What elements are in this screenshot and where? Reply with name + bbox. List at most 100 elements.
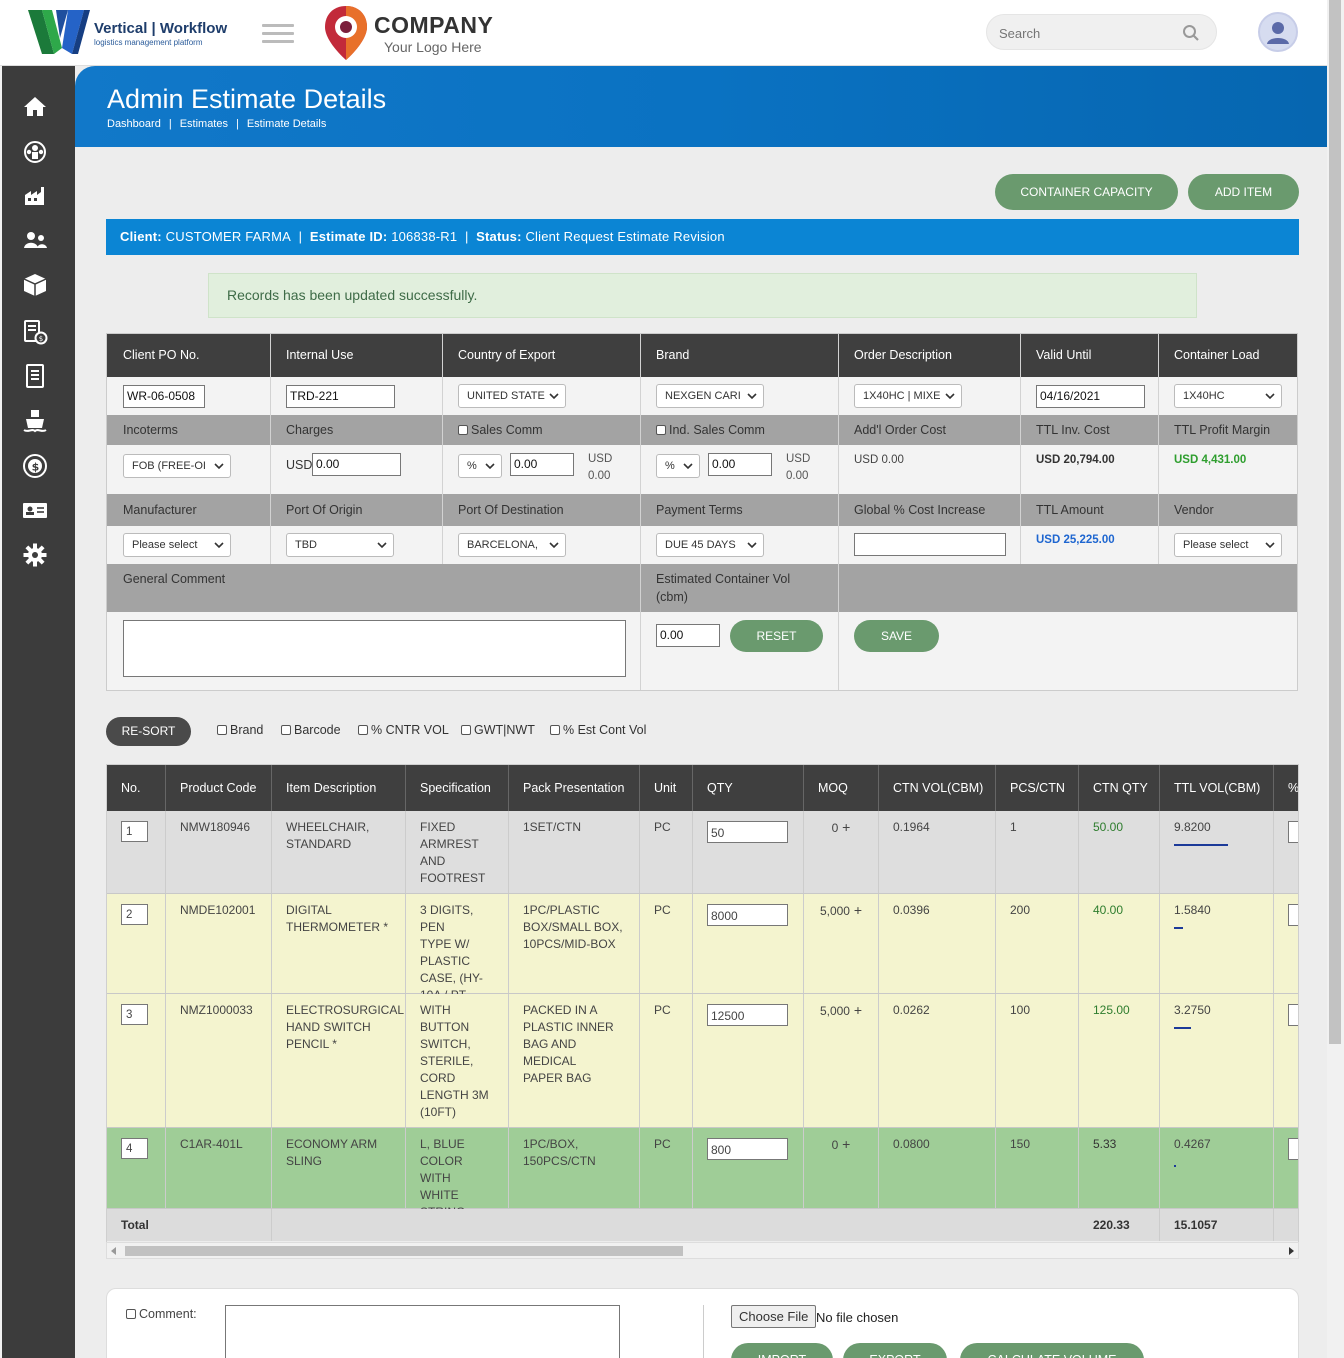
add-moq-icon[interactable]: + xyxy=(849,902,863,918)
brand-option-checkbox[interactable]: Brand xyxy=(217,723,263,737)
qty-input[interactable]: 50 xyxy=(707,821,788,843)
calculate-volume-button[interactable]: CALCULATE VOLUME xyxy=(960,1343,1144,1358)
search-input[interactable] xyxy=(999,23,1179,43)
search-icon[interactable] xyxy=(1182,24,1200,42)
breadcrumb-estimates[interactable]: Estimates xyxy=(179,118,228,130)
import-button[interactable]: IMPORT xyxy=(731,1343,833,1358)
scroll-right-icon[interactable] xyxy=(1288,1247,1294,1255)
manufacturer-select[interactable]: Please select xyxy=(123,533,231,557)
sales-comm-checkbox[interactable]: Sales Comm xyxy=(458,423,543,437)
sales-comm-input[interactable]: 0.00 xyxy=(510,453,574,476)
export-button[interactable]: EXPORT xyxy=(843,1343,947,1358)
page-scrollbar-thumb[interactable] xyxy=(1329,0,1341,1044)
boxes-icon[interactable] xyxy=(20,271,50,299)
table-horizontal-scrollbar[interactable] xyxy=(106,1242,1299,1259)
dollar-icon[interactable]: $ xyxy=(20,452,50,480)
id-card-icon[interactable] xyxy=(20,496,50,524)
row-number-input[interactable]: 1 xyxy=(121,821,148,842)
row-number-input[interactable]: 4 xyxy=(121,1138,148,1159)
payment-terms-select[interactable]: DUE 45 DAYS xyxy=(656,533,764,557)
comment-textarea[interactable] xyxy=(225,1305,620,1358)
status-value: Client Request Estimate Revision xyxy=(525,229,725,244)
col-unit[interactable]: Unit xyxy=(640,765,693,811)
col-pcs-ctn[interactable]: PCS/CTN xyxy=(996,765,1079,811)
col-no[interactable]: No. xyxy=(107,765,166,811)
menu-toggle-icon[interactable] xyxy=(262,24,294,44)
col-pack-presentation[interactable]: Pack Presentation xyxy=(509,765,640,811)
customers-icon[interactable] xyxy=(20,226,50,254)
sales-comm-unit-select[interactable]: % xyxy=(458,454,502,478)
container-load-select[interactable]: 1X40HC xyxy=(1174,384,1282,408)
page-vertical-scrollbar[interactable] xyxy=(1327,0,1344,1358)
ind-sales-comm-checkbox[interactable]: Ind. Sales Comm xyxy=(656,423,765,437)
gwt-nwt-option-checkbox[interactable]: GWT|NWT xyxy=(461,723,535,737)
col-moq[interactable]: MOQ xyxy=(804,765,879,811)
breadcrumb-dashboard[interactable]: Dashboard xyxy=(107,118,161,130)
col-qty[interactable]: QTY xyxy=(693,765,804,811)
internal-use-input[interactable]: TRD-221 xyxy=(286,385,395,408)
add-moq-icon[interactable]: + xyxy=(838,1136,851,1152)
port-destination-select[interactable]: BARCELONA, xyxy=(458,533,566,557)
col-percent[interactable]: % xyxy=(1274,765,1298,811)
brand-select[interactable]: NEXGEN CARI xyxy=(656,384,764,408)
row-number-input[interactable]: 3 xyxy=(121,1004,148,1025)
chevron-down-icon xyxy=(1265,542,1275,549)
document-list-icon[interactable] xyxy=(20,362,50,390)
est-container-vol-input[interactable]: 0.00 xyxy=(656,624,720,647)
percent-input[interactable] xyxy=(1288,821,1298,843)
home-icon[interactable] xyxy=(20,92,50,120)
vertical-workflow-logo[interactable]: Vertical | Workflow logistics management… xyxy=(28,8,238,56)
container-capacity-button[interactable]: CONTAINER CAPACITY xyxy=(995,174,1178,210)
pack-presentation-line: PLASTIC INNER xyxy=(523,1020,614,1034)
factory-icon[interactable] xyxy=(20,182,50,210)
general-comment-textarea[interactable] xyxy=(123,620,626,677)
add-moq-icon[interactable]: + xyxy=(849,1002,863,1018)
qty-input[interactable]: 12500 xyxy=(707,1004,788,1026)
col-ctn-qty[interactable]: CTN QTY xyxy=(1079,765,1160,811)
ind-sales-comm-unit-select[interactable]: % xyxy=(656,454,700,478)
est-cont-vol-option-checkbox[interactable]: % Est Cont Vol xyxy=(550,723,646,737)
row-number-input[interactable]: 2 xyxy=(121,904,148,925)
valid-until-input[interactable]: 04/16/2021 xyxy=(1036,385,1145,408)
port-origin-select[interactable]: TBD xyxy=(286,533,394,557)
gear-icon[interactable] xyxy=(20,541,50,569)
col-specification[interactable]: Specification xyxy=(406,765,509,811)
user-avatar[interactable] xyxy=(1258,12,1298,52)
save-button[interactable]: SAVE xyxy=(854,620,939,652)
unit-value: PC xyxy=(654,903,671,917)
ship-icon[interactable] xyxy=(20,407,50,435)
percent-input[interactable] xyxy=(1288,1004,1298,1026)
col-item-description[interactable]: Item Description xyxy=(272,765,406,811)
col-product-code[interactable]: Product Code xyxy=(166,765,272,811)
col-ctn-vol[interactable]: CTN VOL(CBM) xyxy=(879,765,996,811)
choose-file-button[interactable]: Choose File xyxy=(731,1305,817,1328)
search-box[interactable] xyxy=(986,14,1217,50)
resort-button[interactable]: RE-SORT xyxy=(106,717,191,746)
add-item-button[interactable]: ADD ITEM xyxy=(1188,174,1299,210)
global-cost-increase-input[interactable] xyxy=(854,533,1006,556)
pack-presentation-line: 1SET/CTN xyxy=(523,820,582,834)
invoice-calc-icon[interactable]: $ xyxy=(20,318,50,346)
scrollbar-thumb[interactable] xyxy=(125,1246,683,1256)
page-title: Admin Estimate Details xyxy=(107,84,387,114)
ind-sales-comm-input[interactable]: 0.00 xyxy=(708,453,772,476)
charges-input[interactable]: 0.00 xyxy=(312,453,401,476)
qty-input[interactable]: 8000 xyxy=(707,904,788,926)
vendor-select[interactable]: Please select xyxy=(1174,533,1282,557)
incoterms-select[interactable]: FOB (FREE-OI xyxy=(123,454,231,478)
client-po-input[interactable]: WR-06-0508 xyxy=(123,385,205,408)
scroll-left-icon[interactable] xyxy=(111,1247,117,1255)
qty-input[interactable]: 800 xyxy=(707,1138,788,1160)
barcode-option-checkbox[interactable]: Barcode xyxy=(281,723,341,737)
pack-presentation-line: BAG AND MEDICAL xyxy=(523,1037,577,1068)
cntr-vol-option-checkbox[interactable]: % CNTR VOL xyxy=(358,723,449,737)
country-export-select[interactable]: UNITED STATE xyxy=(458,384,566,408)
percent-input[interactable] xyxy=(1288,904,1298,926)
comment-checkbox[interactable]: Comment: xyxy=(126,1307,197,1321)
percent-input[interactable] xyxy=(1288,1138,1298,1160)
reset-button[interactable]: RESET xyxy=(730,620,823,652)
team-icon[interactable] xyxy=(20,138,50,166)
col-ttl-vol[interactable]: TTL VOL(CBM) xyxy=(1160,765,1274,811)
order-description-select[interactable]: 1X40HC | MIXE xyxy=(854,384,962,408)
add-moq-icon[interactable]: + xyxy=(838,819,851,835)
